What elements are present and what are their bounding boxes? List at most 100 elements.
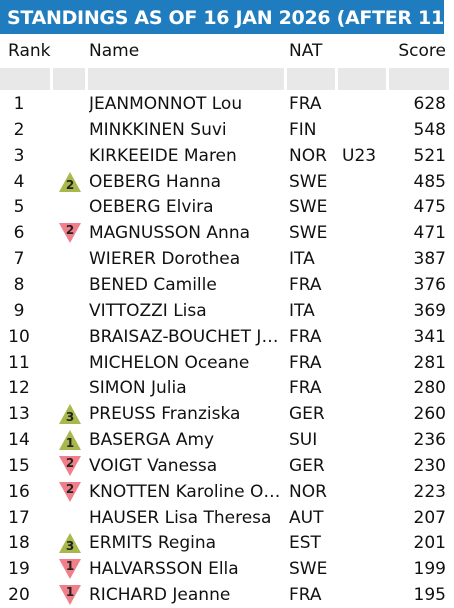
table-row[interactable]: 5 OEBERG Elvira SWE 475	[0, 193, 454, 219]
banner-edge	[444, 0, 454, 34]
rank-cell: 1	[13, 94, 25, 114]
table-row[interactable]: 19 HALVARSSON Ella SWE 199 1	[0, 555, 454, 581]
table-row[interactable]: 12 SIMON Julia FRA 280	[0, 374, 454, 400]
category-badge: U23	[342, 145, 377, 166]
rank-down-triangle-icon: 1	[58, 558, 82, 580]
table-row[interactable]: 11 MICHELON Oceane FRA 281	[0, 349, 454, 375]
rank-cell: 14	[8, 430, 30, 451]
rank-up-triangle-icon: 2	[58, 171, 82, 193]
header-separator-row	[0, 68, 454, 90]
separator-cell	[338, 68, 386, 90]
table-row[interactable]: 3 KIRKEEIDE Maren NOR U23 521	[0, 142, 454, 168]
rank-change-value: 1	[66, 436, 74, 450]
score-cell: 521	[413, 145, 446, 166]
table-header: Rank Name NAT Score	[0, 34, 454, 68]
athlete-name-cell: JEANMONNOT Lou	[89, 94, 243, 114]
athlete-name-cell: RICHARD Jeanne	[89, 585, 231, 606]
name-column-header[interactable]: Name	[89, 41, 140, 61]
nation-cell: SWE	[289, 197, 328, 218]
separator-cell	[0, 68, 50, 90]
rank-cell: 17	[8, 507, 30, 528]
nation-cell: SWE	[289, 559, 328, 580]
rank-up-triangle-icon: 1	[58, 429, 82, 451]
nation-cell: FRA	[289, 326, 322, 347]
rank-cell: 12	[8, 378, 30, 399]
athlete-name-cell: KIRKEEIDE Maren	[89, 145, 237, 166]
athlete-name-cell: MINKKINEN Suvi	[89, 119, 227, 140]
score-cell: 387	[413, 249, 446, 270]
standings-title-banner: STANDINGS AS OF 16 JAN 2026 (AFTER 11 EV…	[0, 0, 444, 34]
rank-cell: 13	[8, 404, 30, 425]
table-row[interactable]: 10 BRAISAZ-BOUCHET Ju… FRA 341	[0, 323, 454, 349]
table-row[interactable]: 8 BENED Camille FRA 376	[0, 271, 454, 297]
score-cell: 201	[413, 533, 446, 554]
nation-cell: GER	[289, 455, 325, 476]
nation-cell: NOR	[289, 481, 327, 502]
nation-cell: FRA	[289, 585, 322, 606]
table-row[interactable]: 6 MAGNUSSON Anna SWE 471 2	[0, 219, 454, 245]
table-row[interactable]: 18 ERMITS Regina EST 201 3	[0, 529, 454, 555]
nation-cell: FRA	[289, 94, 322, 114]
athlete-name-cell: SIMON Julia	[89, 378, 187, 399]
rank-up-triangle-icon: 3	[58, 532, 82, 554]
score-cell: 376	[413, 274, 446, 295]
rank-change-value: 3	[66, 410, 74, 424]
athlete-name-cell: HALVARSSON Ella	[89, 559, 239, 580]
score-cell: 207	[413, 507, 446, 528]
nation-cell: EST	[289, 533, 321, 554]
score-cell: 199	[413, 559, 446, 580]
rank-cell: 4	[13, 171, 25, 192]
rank-cell: 10	[8, 326, 30, 347]
table-row[interactable]: 15 VOIGT Vanessa GER 230 2	[0, 452, 454, 478]
score-column-header[interactable]: Score	[398, 41, 446, 61]
nat-column-header[interactable]: NAT	[289, 41, 323, 61]
separator-cell	[88, 68, 284, 90]
nation-cell: SWE	[289, 223, 328, 244]
athlete-name-cell: BRAISAZ-BOUCHET Ju…	[89, 326, 284, 347]
table-row[interactable]: 4 OEBERG Hanna SWE 485 2	[0, 168, 454, 194]
score-cell: 260	[413, 404, 446, 425]
athlete-name-cell: WIERER Dorothea	[89, 249, 241, 270]
rank-change-value: 1	[66, 559, 74, 573]
score-cell: 230	[413, 455, 446, 476]
score-cell: 341	[413, 326, 446, 347]
table-row[interactable]: 1 JEANMONNOT Lou FRA 628	[0, 90, 454, 116]
rank-column-header[interactable]: Rank	[8, 41, 51, 61]
table-row[interactable]: 7 WIERER Dorothea ITA 387	[0, 245, 454, 271]
score-cell: 485	[413, 171, 446, 192]
table-row[interactable]: 17 HAUSER Lisa Theresa AUT 207	[0, 504, 454, 530]
nation-cell: ITA	[289, 300, 315, 321]
rank-change-value: 2	[66, 178, 74, 192]
rank-cell: 9	[13, 300, 25, 321]
table-row[interactable]: 16 KNOTTEN Karoline Of… NOR 223 2	[0, 478, 454, 504]
athlete-name-cell: BENED Camille	[89, 274, 217, 295]
separator-cell	[389, 68, 449, 90]
table-row[interactable]: 13 PREUSS Franziska GER 260 3	[0, 400, 454, 426]
table-row[interactable]: 2 MINKKINEN Suvi FIN 548	[0, 116, 454, 142]
nation-cell: ITA	[289, 249, 315, 270]
nation-cell: FIN	[289, 119, 317, 140]
table-row[interactable]: 14 BASERGA Amy SUI 236 1	[0, 426, 454, 452]
rank-cell: 8	[13, 274, 25, 295]
score-cell: 369	[413, 300, 446, 321]
rank-cell: 18	[8, 533, 30, 554]
athlete-name-cell: VOIGT Vanessa	[89, 455, 218, 476]
table-row[interactable]: 20 RICHARD Jeanne FRA 195 1	[0, 581, 454, 607]
rank-change-value: 3	[66, 539, 74, 553]
rank-change-value: 2	[66, 482, 74, 496]
nation-cell: FRA	[289, 274, 322, 295]
rank-cell: 11	[8, 352, 30, 373]
separator-cell	[53, 68, 85, 90]
nation-cell: SWE	[289, 171, 328, 192]
athlete-name-cell: OEBERG Hanna	[89, 171, 222, 192]
nation-cell: FRA	[289, 352, 322, 373]
rank-down-triangle-icon: 2	[58, 222, 82, 244]
rank-cell: 7	[13, 249, 25, 270]
score-cell: 475	[413, 197, 446, 218]
athlete-name-cell: PREUSS Franziska	[89, 404, 241, 425]
score-cell: 236	[413, 430, 446, 451]
table-row[interactable]: 9 VITTOZZI Lisa ITA 369	[0, 297, 454, 323]
athlete-name-cell: BASERGA Amy	[89, 430, 215, 451]
rank-cell: 19	[8, 559, 30, 580]
score-cell: 223	[413, 481, 446, 502]
